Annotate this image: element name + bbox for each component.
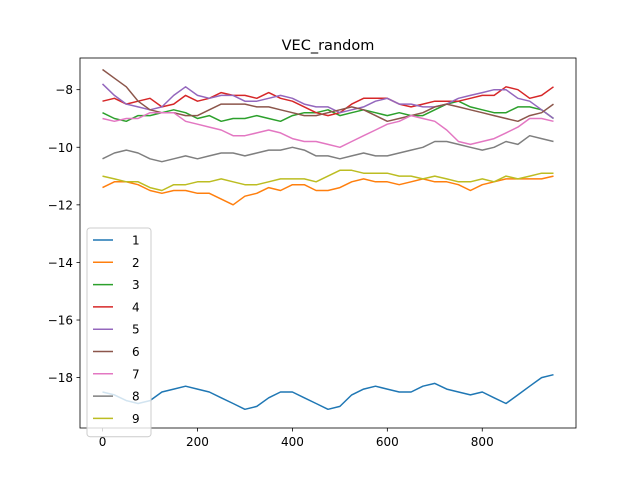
series-line-7 [102,111,554,149]
plot-area [80,58,576,428]
series-line-3 [102,100,554,123]
series-line-1 [102,373,554,411]
y-tick-label: −18 [48,371,73,385]
series-line-8 [102,134,554,163]
series-line-2 [102,175,554,206]
legend-label-6: 6 [132,345,140,359]
legend-label-9: 9 [132,412,140,426]
series-line-5 [101,83,554,120]
x-tick-label: 0 [99,435,107,449]
plot-frame [79,57,577,429]
x-tick-label: 200 [186,435,209,449]
x-tick-label: 400 [281,435,304,449]
legend-label-1: 1 [132,234,140,248]
legend-label-8: 8 [132,390,140,404]
x-tick-label: 800 [471,435,494,449]
legend-label-2: 2 [132,256,140,270]
series-line-9 [102,169,554,192]
x-tick-label: 600 [376,435,399,449]
legend: 1 2 3 4 5 6 7 8 9 [86,227,152,438]
y-tick-label: −16 [48,314,73,328]
legend-box [86,227,152,438]
legend-label-4: 4 [132,300,140,314]
y-tick-label: −12 [48,198,73,212]
y-tick-label: −10 [48,141,73,155]
series-line-4 [102,86,554,117]
y-tick-label: −8 [55,83,73,97]
legend-label-7: 7 [132,367,140,381]
series-layer [101,68,554,411]
series-line-6 [102,68,554,123]
chart-title: VEC_random [282,38,375,54]
legend-label-3: 3 [132,278,140,292]
y-tick-label: −14 [48,256,73,270]
axes-layer: 0 200 400 600 800 −8 −10 −12 −14 −16 −18 [48,83,494,449]
legend-label-5: 5 [132,323,140,337]
